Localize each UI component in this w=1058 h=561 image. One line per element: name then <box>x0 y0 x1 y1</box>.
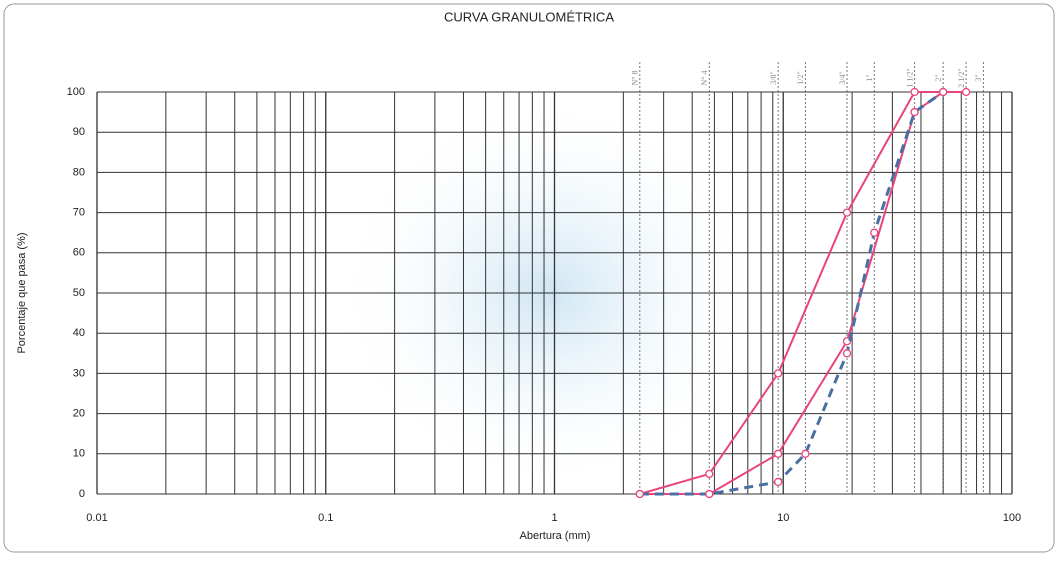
y-tick-label: 90 <box>73 126 85 138</box>
y-tick-label: 70 <box>73 207 85 219</box>
y-tick-label: 20 <box>73 408 85 420</box>
y-tick-label: 100 <box>67 86 85 98</box>
series-line <box>639 91 967 495</box>
point <box>774 369 783 378</box>
sieve-label: N° 8 <box>631 71 640 86</box>
y-tick-label: 50 <box>73 287 85 299</box>
sieve-label: 1 1/2" <box>905 68 914 88</box>
y-tick-label: 40 <box>73 327 85 339</box>
frame <box>3 3 1055 553</box>
x-tick-label: 10 <box>777 512 789 524</box>
point <box>910 107 919 117</box>
y-tick-label: 80 <box>73 166 85 178</box>
sieve-label: 1/2" <box>796 71 805 85</box>
x-tick-label: 1 <box>551 512 557 524</box>
point <box>635 489 644 499</box>
chart-title: CURVA GRANULOMÉTRICA <box>444 9 614 24</box>
point <box>774 449 783 458</box>
point <box>910 87 919 97</box>
y-tick-label: 60 <box>73 247 85 259</box>
point <box>870 228 879 237</box>
series-line <box>639 90 945 496</box>
point <box>842 349 852 358</box>
point <box>938 87 948 97</box>
x-tick-label: 100 <box>1003 512 1021 524</box>
point <box>801 449 810 458</box>
x-tick-label: 0.01 <box>86 512 107 524</box>
point <box>705 489 714 499</box>
sieve-label: 2" <box>934 74 943 81</box>
sieve-label: N° 4 <box>700 71 709 86</box>
sieve-label: 2 1/2" <box>957 68 966 88</box>
y-tick-label: 0 <box>79 488 85 500</box>
sieve-label: 3/8" <box>769 71 778 85</box>
point <box>774 477 783 487</box>
y-axis-label: Porcentaje que pasa (%) <box>16 232 28 353</box>
sieve-label: 3/4" <box>838 71 847 85</box>
sieve-label: 1" <box>865 74 874 81</box>
point <box>961 87 971 97</box>
x-axis-label: Abertura (mm) <box>520 530 591 542</box>
point <box>842 208 852 217</box>
y-tick-label: 10 <box>73 448 85 460</box>
point <box>705 469 714 479</box>
x-tick-label: 0.1 <box>318 512 333 524</box>
y-tick-label: 30 <box>73 367 85 379</box>
sieve-label: 3" <box>974 74 983 81</box>
